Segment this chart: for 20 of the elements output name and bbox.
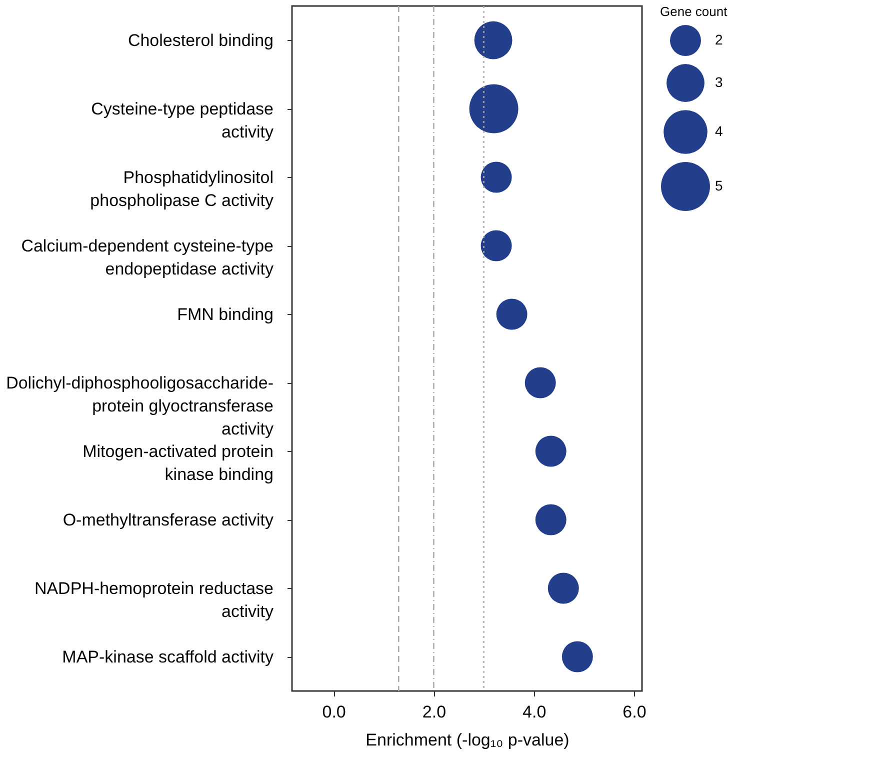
legend-label: 3 bbox=[715, 74, 723, 90]
legend-label: 5 bbox=[715, 178, 723, 194]
legend-label: 2 bbox=[715, 32, 723, 48]
y-tick-label: MAP-kinase scaffold activity bbox=[62, 647, 274, 666]
x-tick-label: 6.0 bbox=[622, 702, 646, 722]
y-tick-label: FMN binding bbox=[177, 304, 274, 324]
y-tick-label: Cholesterol binding bbox=[128, 30, 274, 50]
y-tick-label: Phosphatidylinositol phospholipase C activity bbox=[90, 168, 274, 210]
y-tick-label: Mitogen-activated protein kinase binding bbox=[82, 442, 274, 484]
x-tick-label: 0.0 bbox=[322, 702, 346, 722]
y-tick-label: NADPH-hemoprotein reductase activity bbox=[34, 578, 274, 621]
legend-title: Gene count bbox=[660, 4, 728, 19]
legend-label: 4 bbox=[715, 123, 723, 139]
y-tick-label: O-methyltransferase activity bbox=[62, 510, 274, 530]
x-tick-label: 2.0 bbox=[422, 702, 446, 722]
x-axis-title: Enrichment (-log₁₀ p-value) bbox=[366, 730, 570, 750]
y-tick-label: Dolichyl-diphosphooligosaccharide- protein glyoctransferase activity bbox=[6, 373, 274, 438]
y-tick-label: Calcium-dependent cysteine-type endopeptidase activity bbox=[21, 236, 274, 278]
y-tick-label: Cysteine-type peptidase activity bbox=[91, 99, 274, 142]
x-tick-label: 4.0 bbox=[522, 702, 546, 722]
